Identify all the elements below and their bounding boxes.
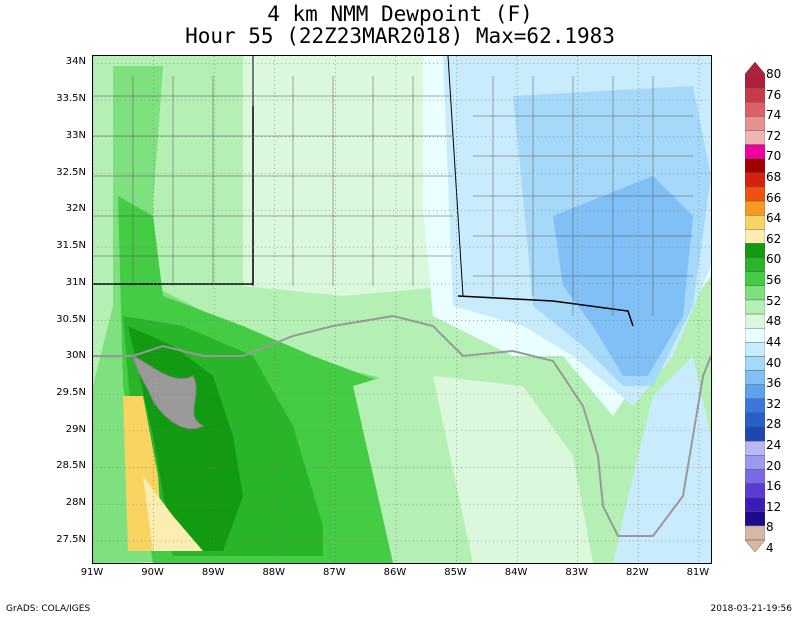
colorbar-segment bbox=[745, 200, 765, 216]
colorbar-tick-label: 68 bbox=[766, 170, 782, 185]
colorbar-tick-label: 60 bbox=[766, 252, 782, 267]
colorbar-segment bbox=[745, 469, 765, 484]
colorbar-tick-label: 36 bbox=[766, 376, 782, 391]
colorbar-tick-label: 76 bbox=[766, 87, 782, 102]
colorbar-segment bbox=[745, 73, 765, 89]
colorbar-segment bbox=[745, 426, 765, 442]
colorbar-tick-label: 72 bbox=[766, 128, 782, 143]
field-fl-coast bbox=[613, 356, 711, 563]
lat-tick-label: 29.5N bbox=[56, 387, 86, 398]
colorbar-segment bbox=[745, 285, 765, 301]
lon-tick-label: 85W bbox=[444, 567, 467, 578]
colorbar-segment bbox=[745, 172, 765, 188]
footer-timestamp: 2018-03-21-19:56 bbox=[710, 604, 793, 614]
latlon-grid bbox=[93, 56, 711, 563]
colorbar-segment bbox=[745, 87, 765, 103]
colorbar-segment bbox=[745, 525, 765, 541]
lat-tick-label: 30N bbox=[65, 350, 86, 362]
county-lines bbox=[93, 76, 693, 316]
colorbar-tick-label: 48 bbox=[766, 314, 782, 329]
colorbar-tick-label: 70 bbox=[766, 149, 782, 164]
lat-tick-label: 31N bbox=[65, 276, 86, 288]
colorbar-segment bbox=[745, 440, 765, 456]
colorbar-tick-label: 80 bbox=[766, 67, 782, 81]
lat-tick-label: 32.5N bbox=[56, 166, 86, 178]
colorbar-tick-label: 12 bbox=[766, 499, 782, 514]
lon-tick-label: 88W bbox=[262, 567, 286, 578]
colorbar-tick-label: 56 bbox=[766, 273, 782, 288]
colorbar-segment bbox=[745, 299, 765, 315]
colorbar-segment bbox=[745, 370, 765, 385]
colorbar-top-arrow bbox=[745, 62, 765, 75]
lon-tick-label: 87W bbox=[323, 567, 346, 578]
colorbar-tick-label: 20 bbox=[766, 458, 782, 473]
colorbar-segment bbox=[745, 483, 765, 498]
colorbar-segment bbox=[745, 257, 765, 272]
colorbar-tick-label: 40 bbox=[766, 355, 782, 370]
colorbar-tick-label: 28 bbox=[766, 417, 782, 432]
colorbar-segment bbox=[745, 384, 765, 399]
lon-tick-label: 90W bbox=[141, 567, 164, 578]
lat-tick-label: 32N bbox=[65, 203, 86, 215]
colorbar-segment bbox=[745, 497, 765, 512]
colorbar-segment bbox=[745, 158, 765, 174]
colorbar-tick-label: 62 bbox=[766, 231, 782, 246]
lon-tick-label: 84W bbox=[504, 567, 528, 578]
coastline bbox=[93, 314, 711, 537]
colorbar-segment bbox=[745, 186, 765, 202]
colorbar-tick-label: 44 bbox=[766, 334, 782, 349]
delta-outline bbox=[132, 355, 205, 430]
colorbar-tick-label: 74 bbox=[766, 108, 782, 123]
colorbar-segment bbox=[745, 229, 765, 244]
chart-title-line1: 4 km NMM Dewpoint (F) bbox=[267, 2, 533, 26]
lat-tick-label: 34N bbox=[65, 56, 86, 68]
lat-tick-label: 28N bbox=[65, 497, 86, 509]
lat-tick-label: 28.5N bbox=[56, 460, 86, 472]
lon-tick-label: 81W bbox=[686, 567, 710, 578]
lat-tick-label: 30.5N bbox=[56, 313, 86, 325]
colorbar-segment bbox=[745, 313, 765, 329]
colorbar-segment bbox=[745, 116, 765, 131]
colorbar-segment bbox=[745, 356, 765, 371]
colorbar-segment bbox=[745, 144, 765, 159]
colorbar-segment bbox=[745, 342, 765, 357]
colorbar-segment bbox=[745, 412, 765, 428]
colorbar-segment bbox=[745, 130, 765, 145]
lat-tick-label: 33.5N bbox=[56, 93, 86, 105]
state-border-fl-ga bbox=[457, 295, 634, 327]
colorbar-segment bbox=[745, 327, 765, 343]
dewpoint-map bbox=[93, 56, 711, 563]
lat-tick-label: 27.5N bbox=[56, 533, 86, 545]
colorbar-segment bbox=[745, 455, 765, 470]
footer-credit: GrADS: COLA/IGES bbox=[6, 604, 91, 614]
field-cream-sw bbox=[143, 476, 203, 551]
colorbar-tick-label: 66 bbox=[766, 190, 782, 205]
lon-tick-label: 83W bbox=[565, 567, 589, 578]
colorbar-tick-label: 24 bbox=[766, 437, 782, 452]
lon-tick-label: 82W bbox=[625, 567, 649, 578]
colorbar-tick-label: 52 bbox=[766, 293, 782, 308]
lon-tick-label: 89W bbox=[201, 567, 225, 578]
lon-tick-label: 91W bbox=[80, 567, 104, 578]
colorbar-tick-label: 16 bbox=[766, 479, 782, 494]
colorbar-bottom-arrow bbox=[745, 539, 765, 552]
colorbar-segment bbox=[745, 271, 765, 287]
lat-tick-label: 31.5N bbox=[56, 240, 86, 252]
colorbar-segment bbox=[745, 398, 765, 414]
colorbar bbox=[745, 62, 765, 552]
colorbar-tick-label: 8 bbox=[766, 520, 774, 535]
colorbar-tick-label: 4 bbox=[766, 541, 774, 555]
colorbar-segment bbox=[745, 215, 765, 230]
colorbar-segment bbox=[745, 102, 765, 117]
colorbar-tick-label: 64 bbox=[766, 211, 782, 226]
colorbar-segment bbox=[745, 243, 765, 258]
map-plot-area bbox=[92, 55, 712, 564]
colorbar-segment bbox=[745, 511, 765, 527]
colorbar-tick-label: 32 bbox=[766, 396, 782, 411]
chart-title-line2: Hour 55 (22Z23MAR2018) Max=62.1983 bbox=[185, 24, 615, 48]
lon-tick-label: 86W bbox=[383, 567, 407, 578]
field-gulf-pale bbox=[433, 376, 593, 563]
lat-tick-label: 29N bbox=[65, 423, 86, 435]
lat-tick-label: 33N bbox=[65, 129, 86, 141]
